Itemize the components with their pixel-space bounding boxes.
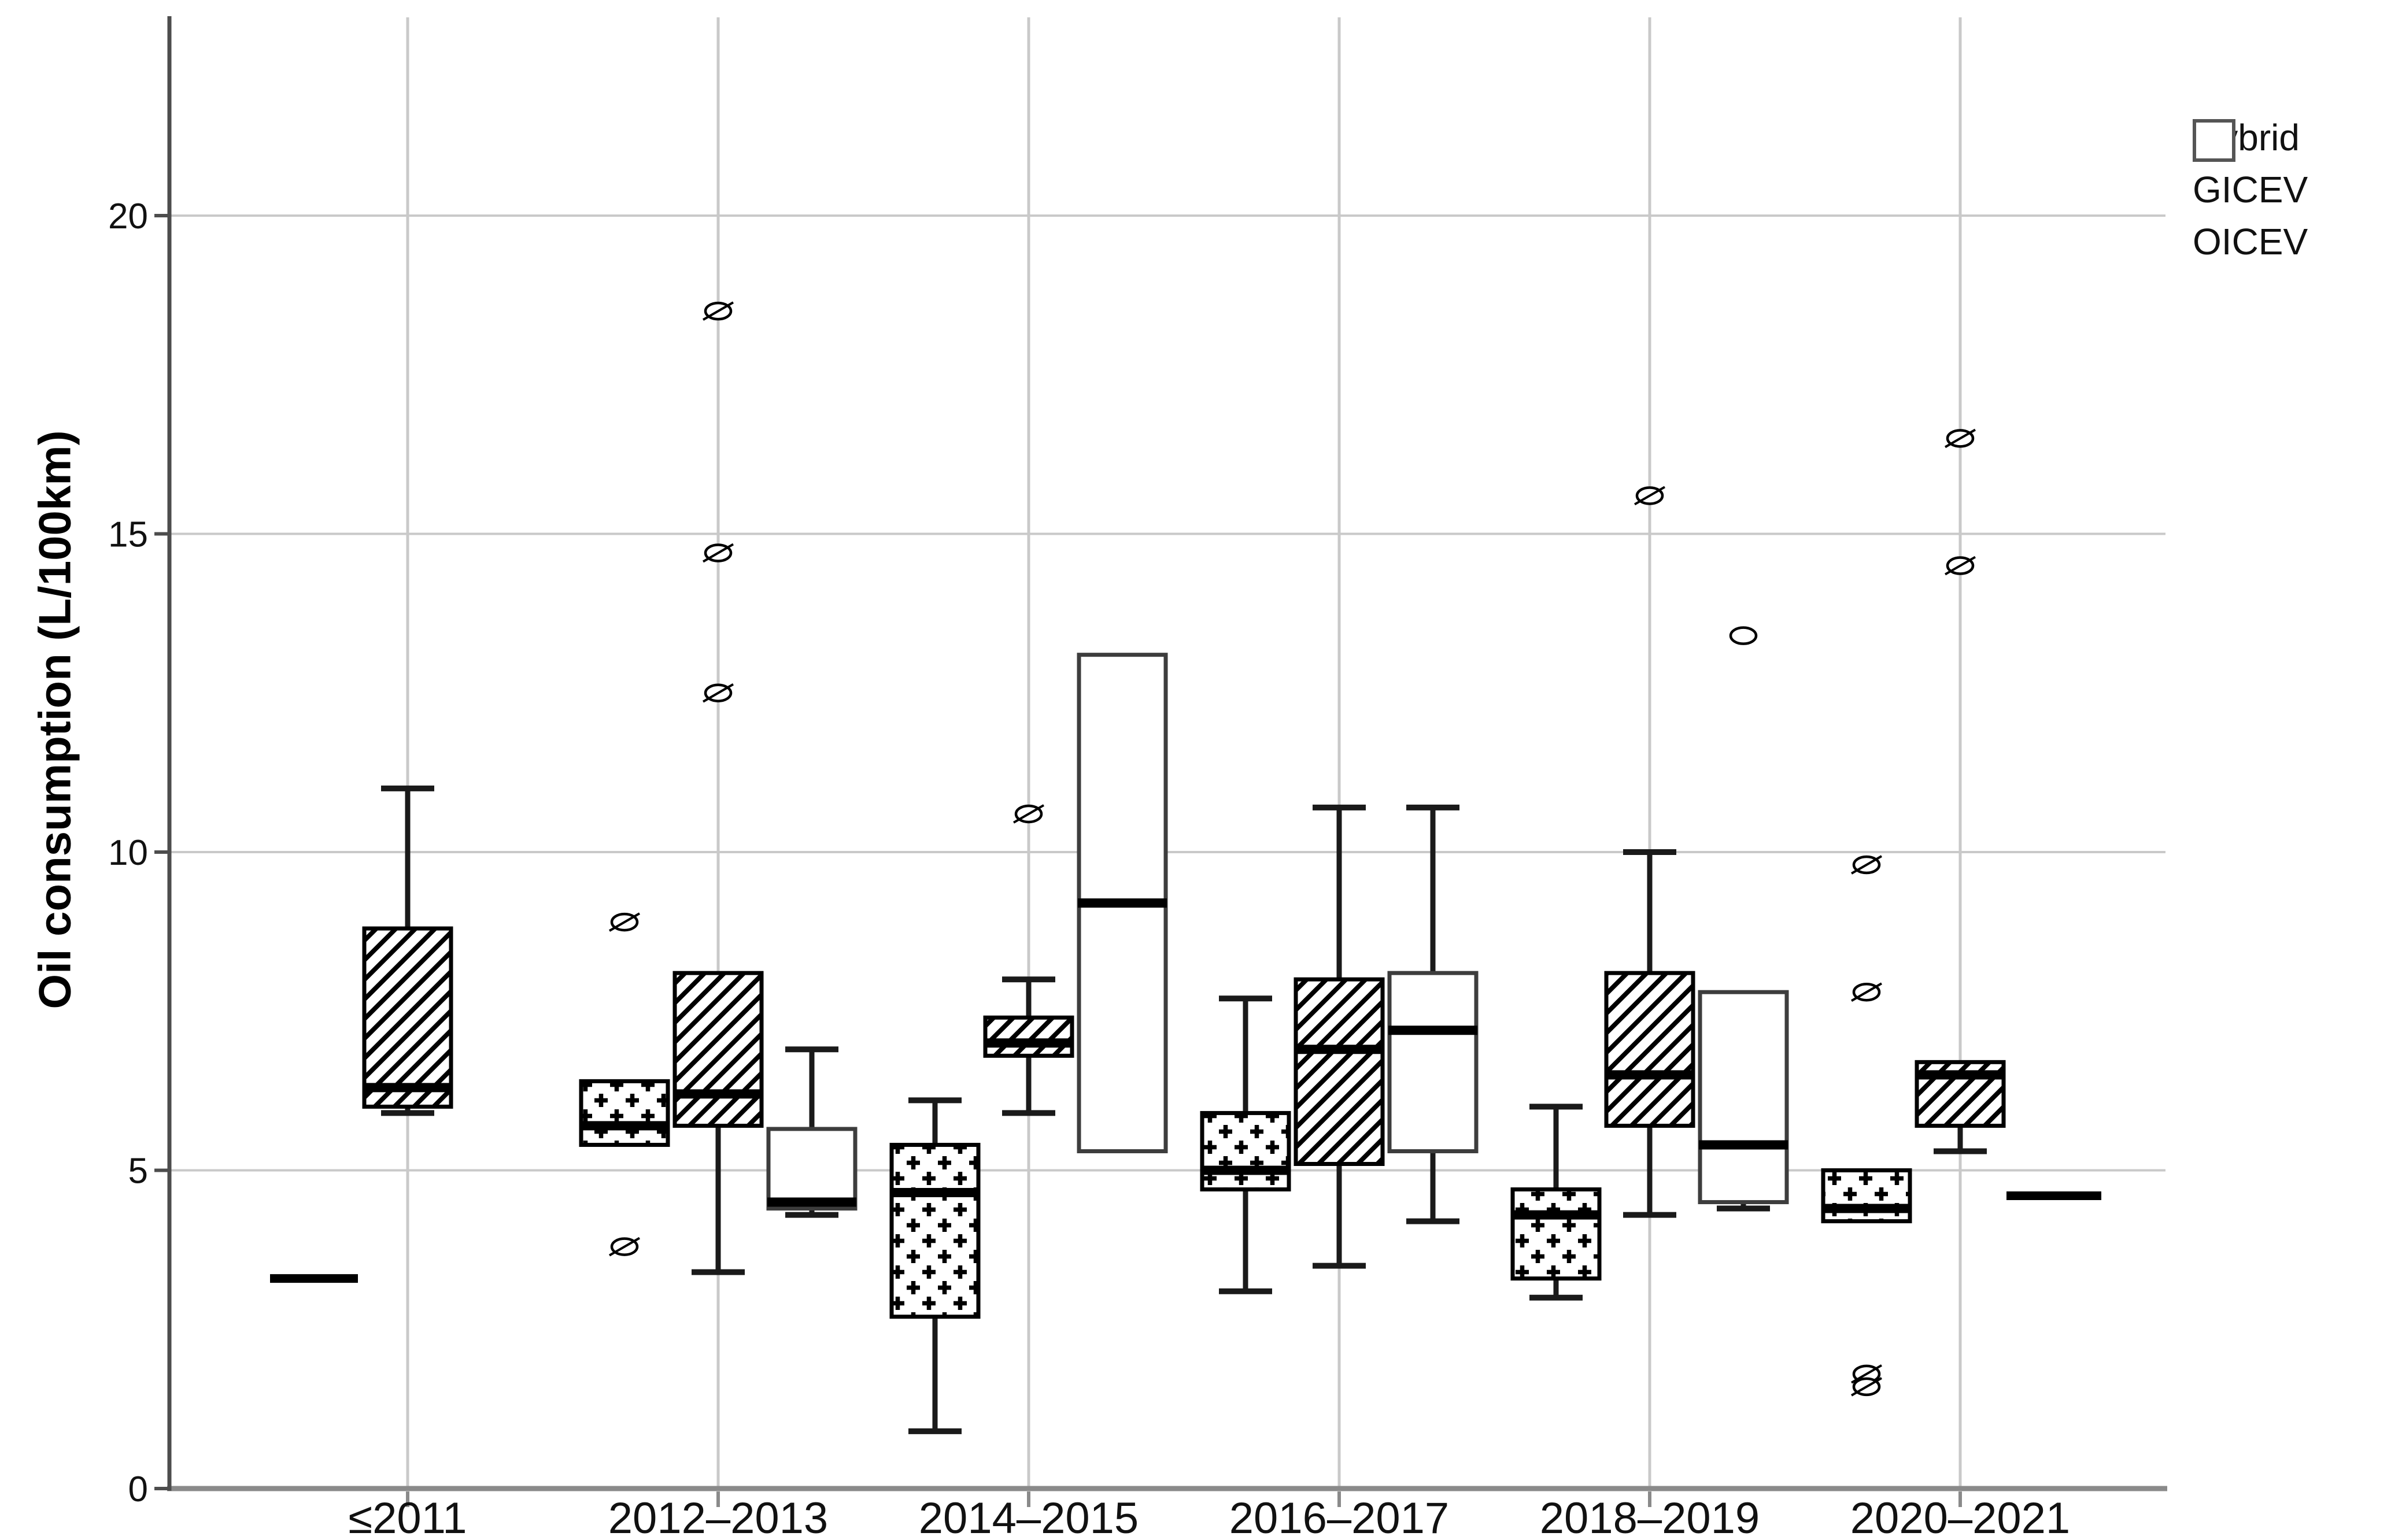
box-gicev-2 [983,804,1074,1116]
box-body-pattern [892,1145,978,1317]
x-tick-label-1: 2012–2013 [608,1494,828,1540]
box-border [1510,1187,1602,1281]
y-tick-label-10: 10 [108,833,148,873]
box-body-pattern [985,1017,1072,1056]
outlier-slash-icon [609,912,640,932]
outlier-hybrid [609,1237,640,1257]
outlier-slash-icon [1945,428,1976,449]
y-tick-label-5: 5 [128,1152,148,1191]
legend-swatch-oicev-icon [2193,119,2235,162]
outlier-hybrid [1851,855,1882,875]
box-border [766,1127,858,1211]
box-gicev-5 [1915,428,2006,1154]
y-axis-title: Oil consumption (L/100km) [29,430,80,1009]
box-border [362,926,453,1109]
outlier-slash-icon [703,683,734,703]
outlier-slash-icon [1945,556,1976,576]
outlier-slash-icon [1851,982,1882,1002]
x-tick-label-0: ≤2011 [348,1494,467,1540]
box-body-bg [1389,973,1476,1152]
box-hybrid-4 [1510,1104,1602,1301]
box-hybrid-2 [889,1097,981,1434]
outlier-gicev [703,683,734,703]
box-body-pattern [1513,1189,1599,1279]
box-oicev-2 [1077,653,1168,1153]
box-border [672,971,764,1128]
outlier-hybrid [609,912,640,932]
outlier-slash-icon [609,1237,640,1257]
x-tick-label-5: 2020–2021 [1850,1494,2070,1540]
y-tick-label-0: 0 [128,1469,148,1509]
outlier-hybrid [1851,1377,1882,1397]
box-body-bg [768,1128,855,1209]
box-gicev-1 [672,301,764,1275]
legend-label-oicev: OICEV [2193,221,2308,262]
box-oicev-3 [1387,804,1479,1224]
box-hybrid-3 [1200,995,1291,1294]
outlier-slash-icon [703,301,734,321]
box-body-pattern [1202,1113,1289,1190]
outlier-gicev [1945,556,1976,576]
y-tick-label-15: 15 [108,515,148,555]
box-body-pattern [1823,1170,1910,1221]
outlier-marker-icon [1729,626,1758,645]
box-oicev-1 [766,1046,858,1218]
box-border [983,1015,1074,1058]
legend-item-gicev: GICEV [2193,119,2308,210]
outlier-slash-icon [1851,1377,1882,1397]
box-border [1200,1110,1291,1192]
box-border [1604,971,1695,1128]
box-gicev-3 [1294,804,1385,1269]
box-border [1821,1168,1912,1224]
box-border [1387,971,1479,1153]
legend-item-oicev: OICEV [2193,119,2308,262]
x-tick-label-2: 2014–2015 [919,1494,1139,1540]
box-border [1294,977,1385,1166]
outlier-hybrid [1851,982,1882,1002]
box-body-pattern [364,928,451,1107]
outlier-slash-icon [1013,804,1044,824]
box-body-pattern [675,973,762,1126]
outlier-slash-icon [1851,855,1882,875]
outlier-slash-icon [703,543,734,563]
y-tick-label-20: 20 [108,197,148,236]
box-border [579,1079,670,1147]
box-border [889,1142,981,1319]
outlier-oicev [1729,626,1758,645]
outlier-gicev [703,543,734,563]
box-gicev-4 [1604,486,1695,1218]
box-body-pattern [1296,979,1383,1164]
outlier-gicev [1634,486,1665,506]
box-gicev-0 [362,785,453,1116]
box-hybrid-1 [579,912,670,1257]
x-tick-label-4: 2018–2019 [1540,1494,1760,1540]
box-body-pattern [1606,973,1693,1126]
box-border [1698,990,1789,1205]
box-oicev-4 [1698,626,1789,1212]
outlier-gicev [1945,428,1976,449]
box-hybrid-5 [1821,855,1912,1397]
outlier-slash-icon [1851,1364,1882,1384]
x-tick-label-3: 2016–2017 [1229,1494,1449,1540]
outlier-gicev [703,301,734,321]
box-border [1915,1060,2006,1128]
legend-label-gicev: GICEV [2193,169,2308,210]
outlier-slash-icon [1634,486,1665,506]
box-body-bg [1700,992,1787,1202]
legend: Hybrid GICEV OICEV [2193,119,2308,260]
outlier-gicev [1013,804,1044,824]
box-body-pattern [581,1081,668,1145]
outlier-hybrid [1851,1364,1882,1384]
